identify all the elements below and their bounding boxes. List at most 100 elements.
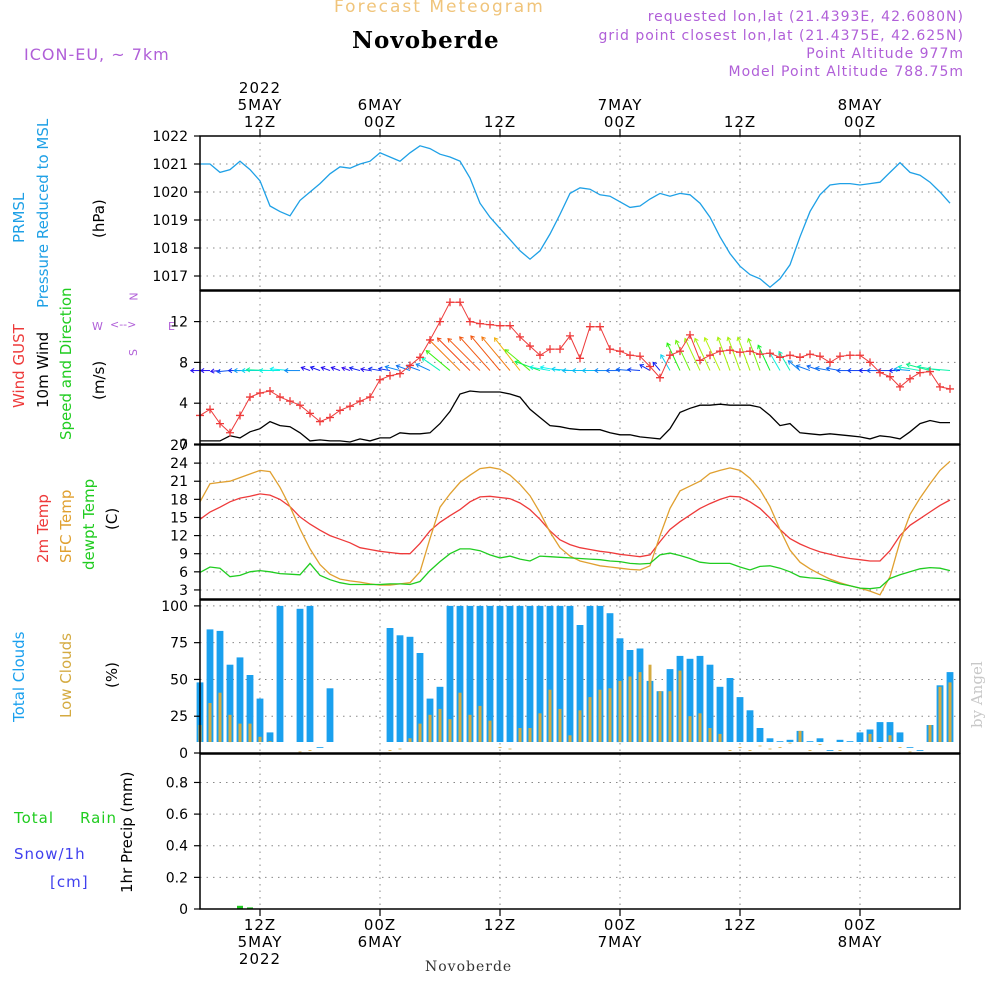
total-cloud-bar <box>326 688 334 742</box>
wind-arrow-shaft <box>675 340 691 371</box>
total-cloud-bar <box>856 732 864 742</box>
y-tick-label: 9 <box>179 547 188 563</box>
time-label-top: 7MAY <box>598 96 643 114</box>
wind-arrow-head <box>514 360 520 365</box>
wind-arrow-shaft <box>737 337 751 371</box>
wind-gust-marker <box>446 298 454 307</box>
low-cloud-bar <box>588 697 592 742</box>
low-cloud-bar <box>508 748 512 750</box>
time-label-bottom: 00Z <box>604 916 636 934</box>
total-cloud-bar <box>516 605 524 742</box>
y-tick-label: 1019 <box>152 213 188 229</box>
wind-arrow-head <box>470 335 475 340</box>
wind-gust-marker <box>426 335 434 344</box>
total-cloud-bar <box>806 741 814 742</box>
low-cloud-bar <box>838 750 842 751</box>
low-cloud-bar <box>208 703 212 742</box>
total-cloud-bar <box>206 629 214 742</box>
total-cloud-bar <box>486 605 494 742</box>
panel-frame <box>199 753 961 910</box>
wind-arrow-head <box>269 366 275 372</box>
wind-arrow-head <box>836 367 841 374</box>
total-cloud-bar <box>306 605 314 742</box>
wind-gust-marker <box>396 369 404 378</box>
low-cloud-bar <box>948 682 952 742</box>
wind-gust-marker <box>386 371 394 380</box>
wind-arrow-head <box>660 354 665 359</box>
low-cloud-bar <box>238 723 242 742</box>
low-cloud-bar <box>678 670 682 742</box>
wind-gust-marker <box>256 389 264 397</box>
wind-arrow-shaft <box>717 337 731 371</box>
rain-label: Rain <box>80 809 117 827</box>
low-cloud-bar <box>608 688 612 742</box>
wind-arrow-head <box>227 367 233 374</box>
wind-arrow-head <box>550 366 556 372</box>
time-label-bottom: 12Z <box>484 916 516 934</box>
total-cloud-bar <box>846 741 854 742</box>
low-cloud-bar <box>488 720 492 742</box>
wind-gust-marker <box>356 397 364 406</box>
wind-arrow-head <box>893 366 898 372</box>
wind-gust-marker <box>206 405 214 414</box>
wind-gust-marker <box>466 317 474 326</box>
y-tick-label: 18 <box>170 492 188 508</box>
total-cloud-bar <box>276 605 284 742</box>
total-cloud-bar <box>766 738 774 742</box>
wind-arrow-head <box>436 337 442 343</box>
wind-arrow-shaft <box>331 366 341 372</box>
data-layer <box>189 145 954 910</box>
wind-arrow-head <box>245 367 251 373</box>
wind-gust-marker <box>846 351 854 360</box>
wind-arrow-head <box>726 336 732 342</box>
wind-gust-marker <box>596 322 604 331</box>
time-label-top: 2022 <box>239 79 281 97</box>
low-cloud-bar <box>298 751 302 753</box>
wind-gust-marker <box>276 393 284 402</box>
y-tick-label: 0 <box>179 902 188 918</box>
wind-arrow-head <box>216 368 221 374</box>
total-cloud-bar <box>386 628 394 742</box>
low-cloud-bar <box>308 750 312 751</box>
total-cloud-bar <box>916 750 924 751</box>
panel-frame <box>199 599 961 754</box>
wind-gust-marker <box>506 321 514 330</box>
wind-gust-marker <box>816 352 824 361</box>
low-cloud-bar <box>648 664 652 742</box>
wind-gust-marker <box>326 413 334 422</box>
footer-station-title: Novoberde <box>425 959 513 975</box>
time-label-top: 00Z <box>364 113 396 131</box>
wind-arrow-shaft <box>504 349 531 371</box>
wind-arrow-head <box>605 367 610 374</box>
y-tick-label: 1021 <box>152 157 188 173</box>
total-cloud-bar <box>586 605 594 742</box>
wind-gust-marker <box>786 351 794 360</box>
wind-gust-marker <box>876 368 884 377</box>
low-cloud-bar <box>518 728 522 742</box>
total-cloud-bar <box>456 605 464 742</box>
wind-gust-marker <box>636 352 644 361</box>
time-label-bottom: 00Z <box>844 916 876 934</box>
low-cloud-bar <box>748 750 752 751</box>
low-cloud-bar <box>818 744 822 745</box>
y-tick-label: 1022 <box>152 129 188 145</box>
wind-arrow-head <box>341 366 347 372</box>
wind-arrow-head <box>703 336 709 342</box>
model-point-altitude: Model Point Altitude 788.75m <box>728 64 964 80</box>
low-cloud-bar <box>798 730 802 742</box>
total-cloud-bar <box>886 722 894 742</box>
low-cloud-bar <box>658 691 662 742</box>
wind-gust-marker <box>756 350 764 359</box>
wind-arrow-head <box>787 360 793 365</box>
total-cloud-bar <box>466 605 474 742</box>
low-cloud-bar <box>908 751 912 753</box>
time-label-top: 8MAY <box>838 96 883 114</box>
wind-gust-marker <box>646 362 654 371</box>
time-label-top: 6MAY <box>358 96 403 114</box>
wind-arrow-shaft <box>898 366 921 372</box>
low-cloud-bar <box>538 713 542 742</box>
wind-gust-marker <box>296 401 304 410</box>
wind-arrow-head <box>866 367 871 374</box>
y-tick-label: 8 <box>179 355 188 371</box>
